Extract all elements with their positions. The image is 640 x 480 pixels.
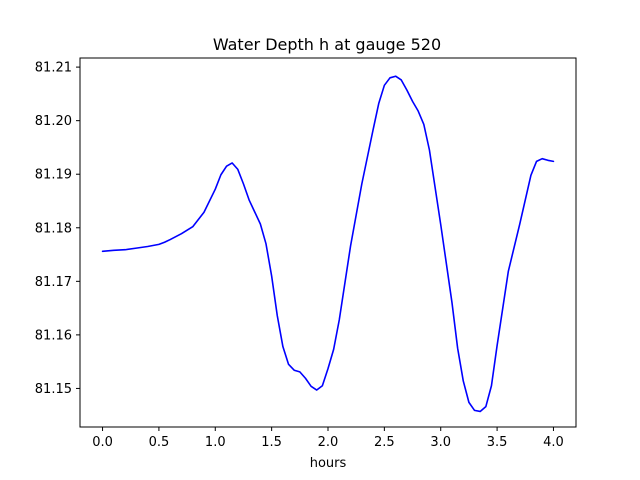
plot-area <box>101 75 555 413</box>
y-tick-label: 81.21 <box>35 61 72 76</box>
y-tick-label: 81.16 <box>35 328 72 343</box>
x-tick-label: 4.0 <box>543 435 564 450</box>
y-tick-label: 81.17 <box>35 275 72 290</box>
x-tick-label: 3.5 <box>487 435 508 450</box>
chart-title: Water Depth h at gauge 520 <box>213 35 441 54</box>
x-tick-label: 2.0 <box>318 435 339 450</box>
x-axis-label: hours <box>310 456 347 471</box>
x-tick-label: 1.5 <box>261 435 282 450</box>
x-tick-label: 0.5 <box>149 435 170 450</box>
x-tick-label: 2.5 <box>374 435 395 450</box>
y-tick-label: 81.18 <box>35 221 72 236</box>
plot-frame <box>79 57 577 428</box>
x-tick-label: 3.0 <box>430 435 451 450</box>
series-line-0 <box>101 75 555 413</box>
y-tick-label: 81.15 <box>35 382 72 397</box>
x-tick-label: 0.0 <box>92 435 113 450</box>
x-tick-label: 1.0 <box>205 435 226 450</box>
x-axis: 0.0 0.5 1.0 1.5 2.0 2.5 3.0 3.5 4.0 <box>92 427 564 450</box>
y-tick-label: 81.20 <box>35 114 72 129</box>
y-tick-label: 81.19 <box>35 168 72 183</box>
y-axis: 81.15 81.16 81.17 81.18 81.19 81.20 81.21 <box>35 61 80 397</box>
